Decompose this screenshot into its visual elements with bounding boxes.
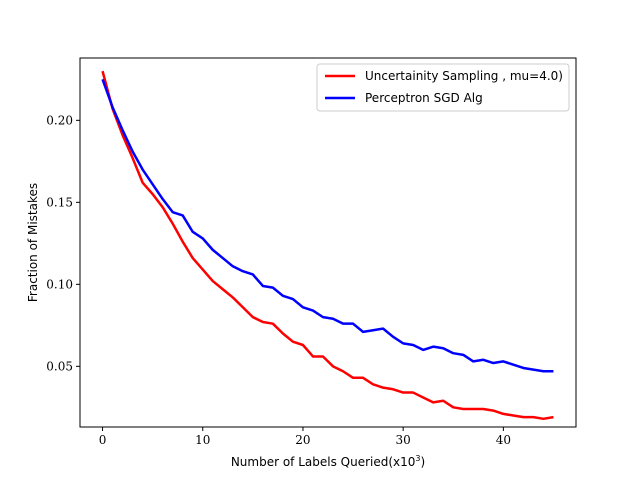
series-line-1 [101,78,554,373]
legend: Uncertainity Sampling , mu=4.0) Perceptr… [316,63,570,112]
legend-box [316,63,570,112]
x-tick-label: 40 [496,433,511,447]
x-axis-label-superscript: 3 [415,454,420,463]
y-tick-label: 0.10 [46,277,73,291]
y-tick-label: 0.05 [46,359,73,373]
x-axis: 0 10 20 30 40 [99,427,511,447]
legend-label-perceptron: Perceptron SGD Alg [365,91,483,105]
y-axis: 0.05 0.10 0.15 0.20 [46,113,80,373]
x-tick-label: 30 [396,433,411,447]
x-tick-label: 0 [99,433,107,447]
legend-label-uncertainty: Uncertainity Sampling , mu=4.0) [365,69,563,83]
x-axis-label: Number of Labels Queried(x103) [231,454,425,469]
plot-frame [79,57,577,428]
y-tick-label: 0.20 [46,113,73,127]
x-tick-label: 10 [195,433,210,447]
y-axis-label: Fraction of Mistakes [26,183,40,302]
y-tick-label: 0.15 [46,195,73,209]
series-layer [101,70,554,421]
series-line-0 [101,70,554,421]
x-tick-label: 20 [295,433,310,447]
